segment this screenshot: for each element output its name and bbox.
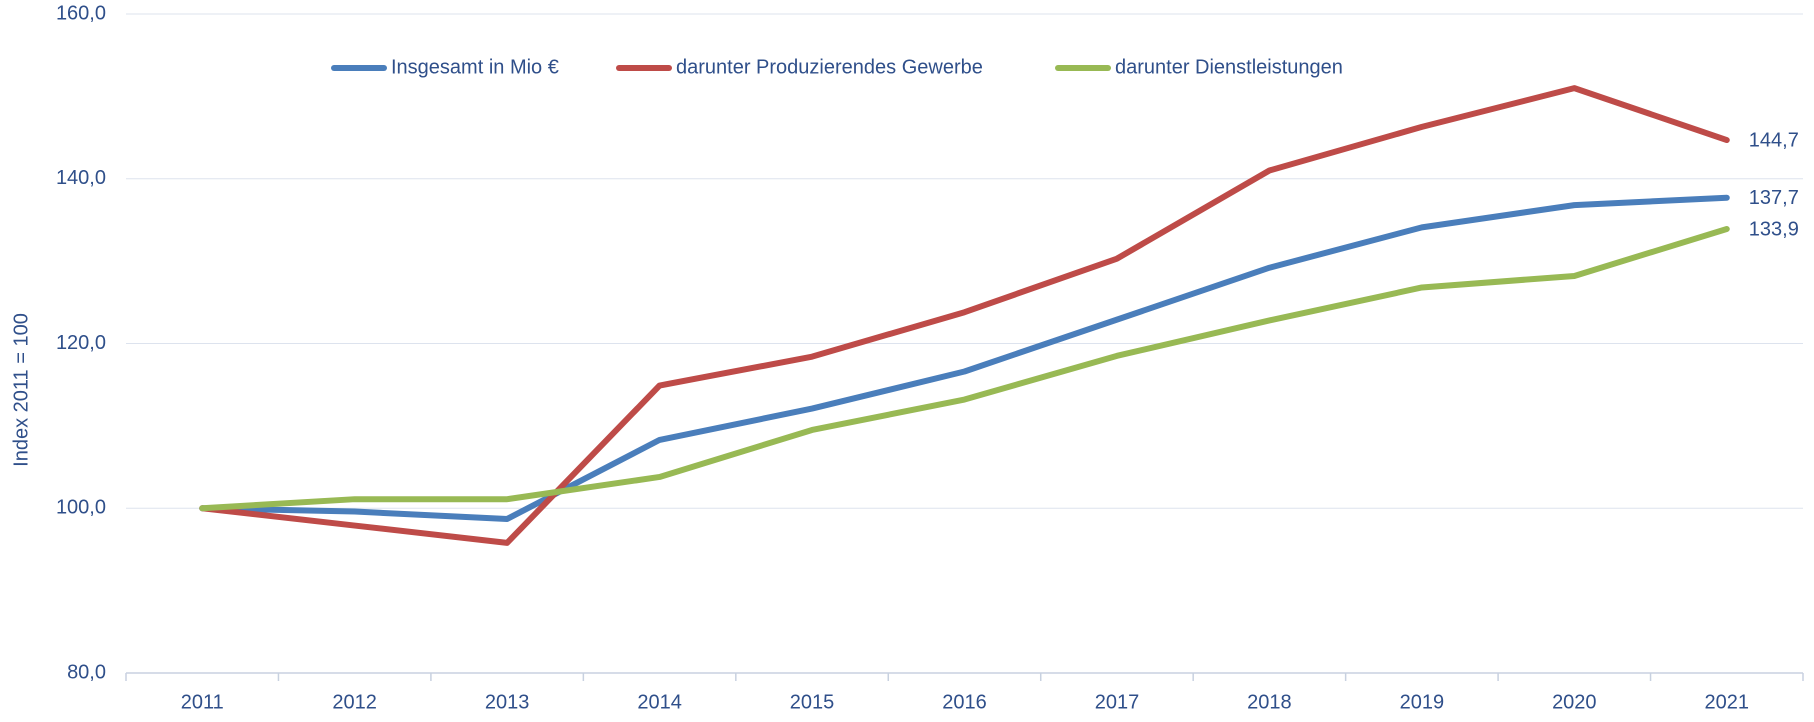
series-line — [199, 85, 1730, 546]
x-tick-label: 2013 — [485, 691, 530, 713]
data-label: 137,7 — [1749, 187, 1799, 209]
x-tick-label: 2015 — [790, 691, 835, 713]
series-line — [199, 225, 1730, 512]
x-tick-label: 2016 — [942, 691, 987, 713]
legend-label: Insgesamt in Mio € — [391, 56, 559, 78]
x-tick-label: 2011 — [181, 691, 224, 713]
x-tick-label: 2017 — [1095, 691, 1140, 713]
y-tick-label: 120,0 — [56, 332, 106, 354]
legend-label: darunter Produzierendes Gewerbe — [676, 56, 983, 78]
series-line — [199, 194, 1730, 522]
y-axis-title: Index 2011 = 100 — [10, 313, 32, 467]
legend-label: darunter Dienstleistungen — [1115, 56, 1343, 78]
y-tick-label: 160,0 — [56, 2, 106, 24]
x-tick-label: 2019 — [1400, 691, 1445, 713]
x-tick-label: 2012 — [332, 691, 377, 713]
y-tick-label: 140,0 — [56, 167, 106, 189]
x-tick-label: 2014 — [637, 691, 682, 713]
x-tick-label: 2018 — [1247, 691, 1292, 713]
data-label: 133,9 — [1749, 218, 1799, 240]
x-tick-label: 2020 — [1552, 691, 1597, 713]
data-label: 144,7 — [1749, 129, 1799, 151]
y-tick-label: 80,0 — [67, 661, 106, 683]
x-tick-label: 2021 — [1705, 691, 1750, 713]
y-tick-label: 100,0 — [56, 497, 106, 519]
